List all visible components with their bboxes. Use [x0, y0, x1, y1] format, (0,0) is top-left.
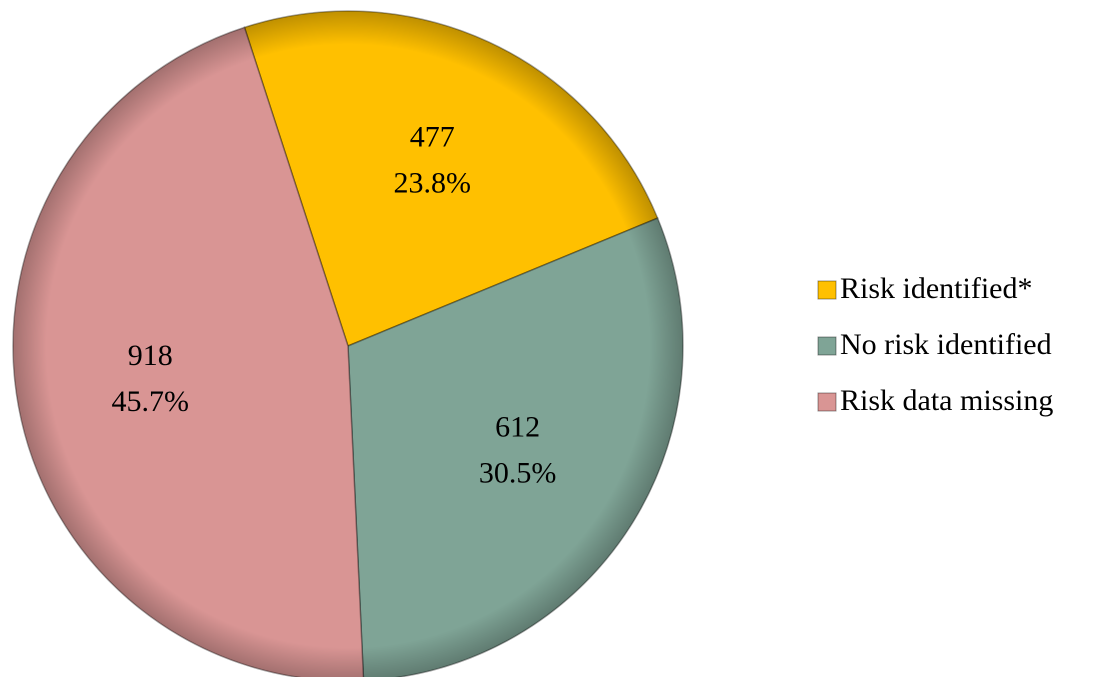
legend-swatch — [817, 392, 837, 412]
legend-swatch — [817, 280, 837, 300]
slice-value-label: 918 — [128, 339, 173, 372]
slice-value-label: 477 — [410, 120, 455, 153]
slice-percent-label: 45.7% — [112, 385, 190, 418]
legend-label: Risk identified* — [840, 272, 1032, 305]
slice-percent-label: 23.8% — [393, 166, 471, 199]
legend: Risk identified* No risk identified Risk d… — [817, 272, 1053, 417]
slice-percent-label: 30.5% — [479, 457, 557, 490]
legend-swatch — [817, 336, 837, 356]
legend-label: No risk identified — [840, 328, 1052, 361]
slice-value-label: 612 — [495, 411, 540, 444]
legend-label: Risk data missing — [840, 384, 1053, 417]
pie: 477 23.8% 612 30.5% 918 45.7% — [12, 10, 684, 677]
